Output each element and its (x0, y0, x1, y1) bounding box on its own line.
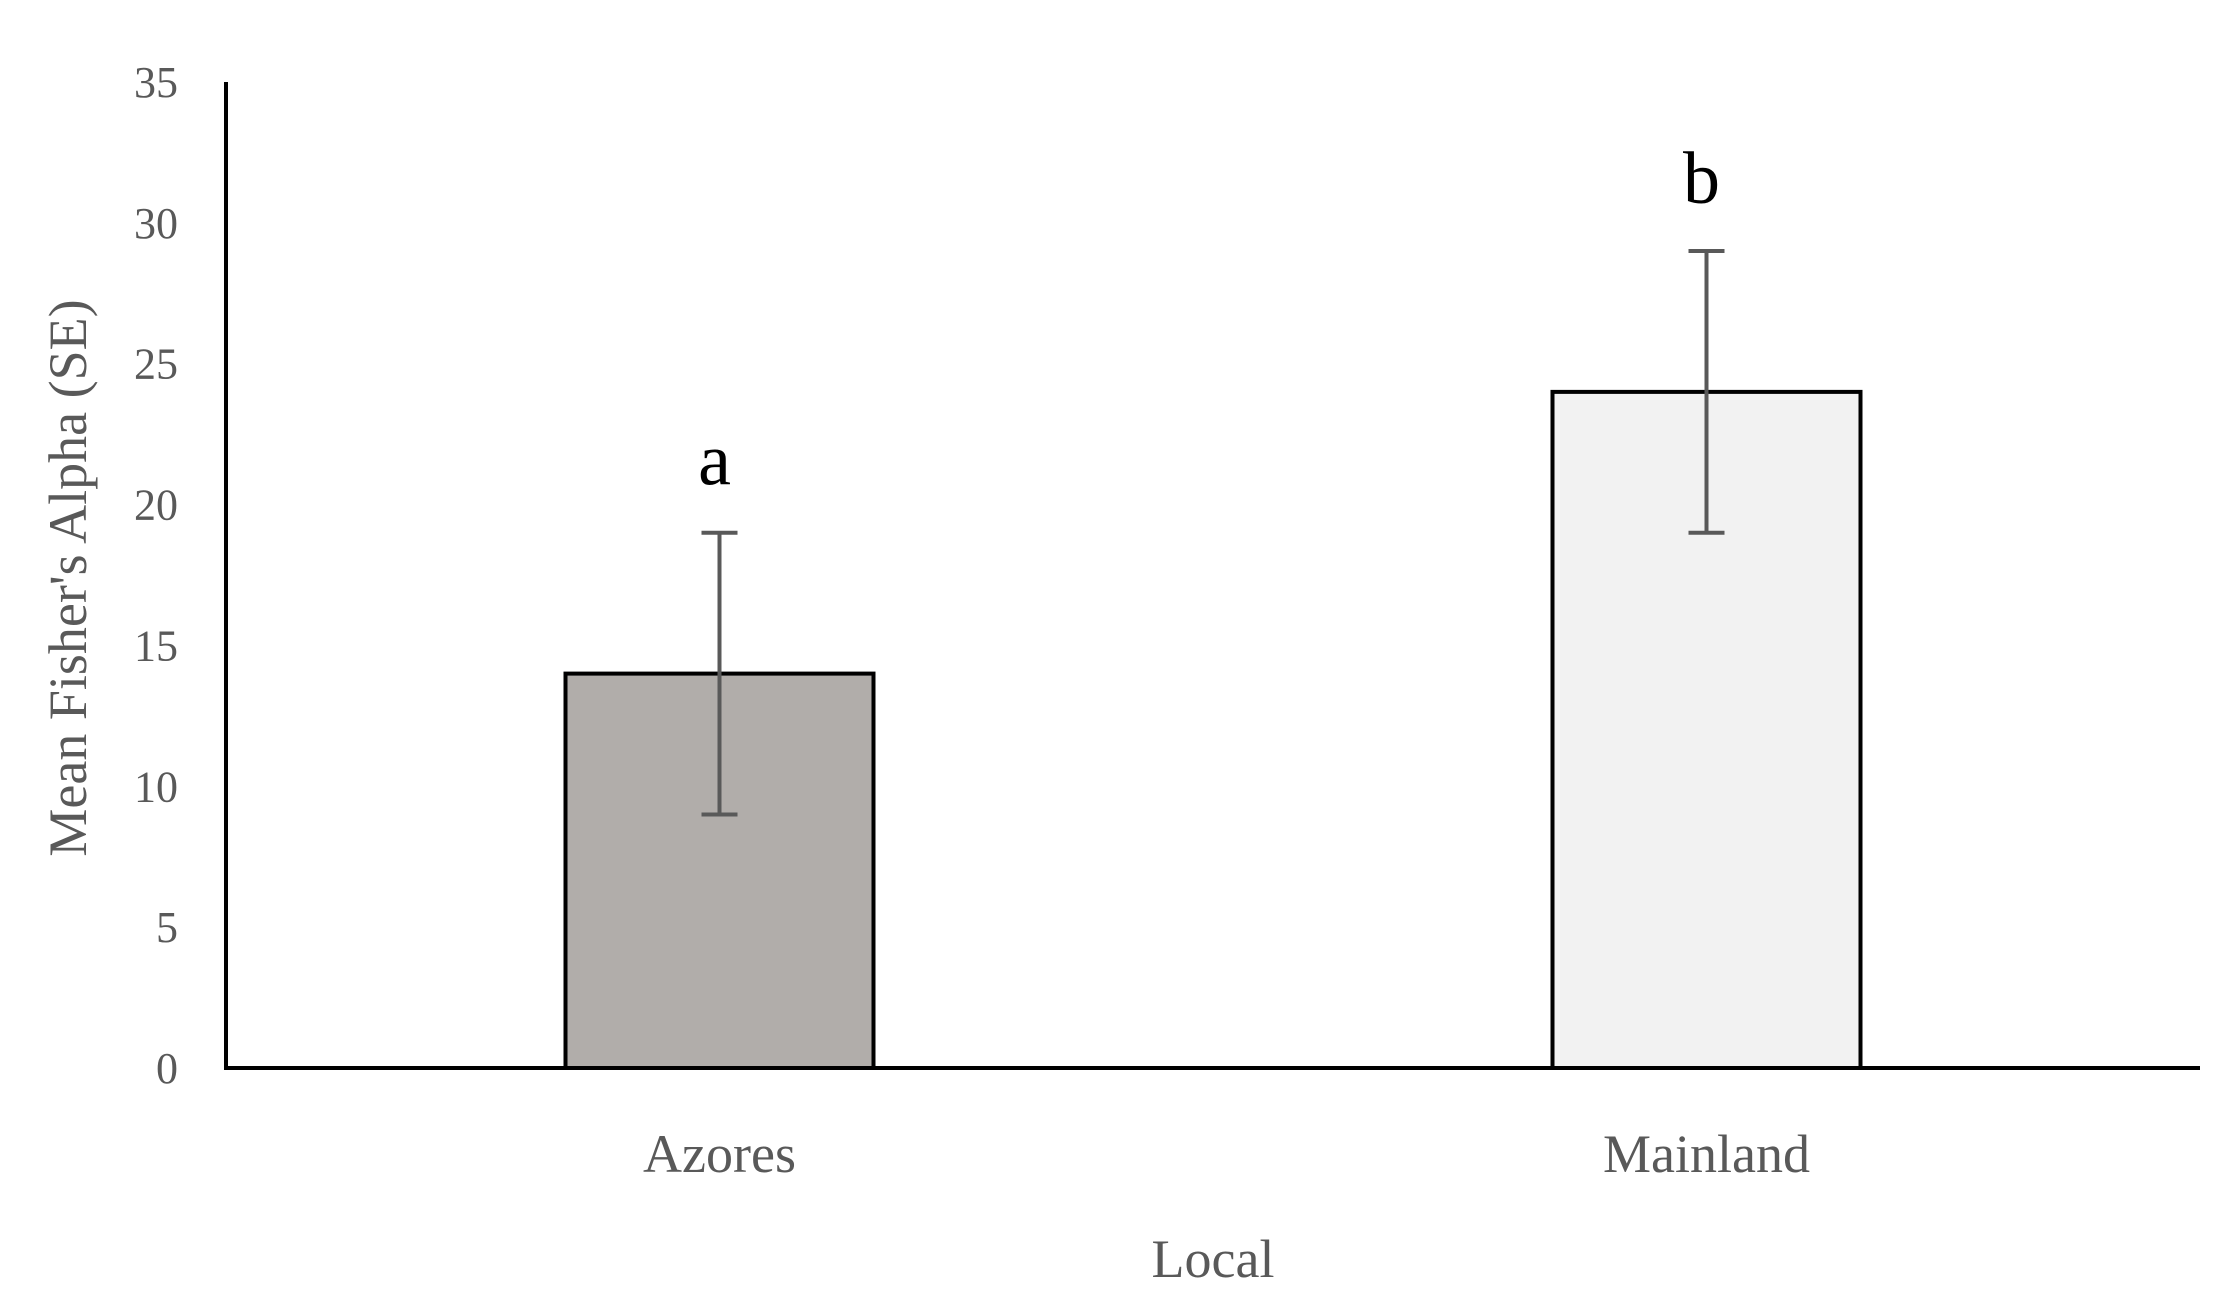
x-tick-label-azores: Azores (643, 1124, 796, 1184)
y-tick-label: 0 (156, 1044, 178, 1093)
y-tick-label: 5 (156, 903, 178, 952)
x-tick-labels: Azores Mainland (643, 1124, 1810, 1184)
significance-labels: ab (698, 138, 1720, 502)
x-axis-title: Local (1152, 1229, 1275, 1289)
y-tick-label: 10 (134, 762, 178, 811)
y-tick-label: 30 (134, 199, 178, 248)
y-tick-label: 20 (134, 481, 178, 530)
y-tick-labels: 0 5 10 15 20 25 30 35 (134, 58, 178, 1093)
x-tick-label-mainland: Mainland (1603, 1124, 1810, 1184)
y-axis-title: Mean Fisher's Alpha (SE) (38, 299, 98, 856)
significance-label: a (698, 420, 731, 502)
bars (563, 389, 1863, 1070)
y-tick-label: 15 (134, 621, 178, 670)
axes (224, 82, 2200, 1070)
y-tick-label: 25 (134, 340, 178, 389)
error-bars (701, 249, 1725, 817)
y-tick-label: 35 (134, 58, 178, 107)
significance-label: b (1683, 138, 1720, 220)
